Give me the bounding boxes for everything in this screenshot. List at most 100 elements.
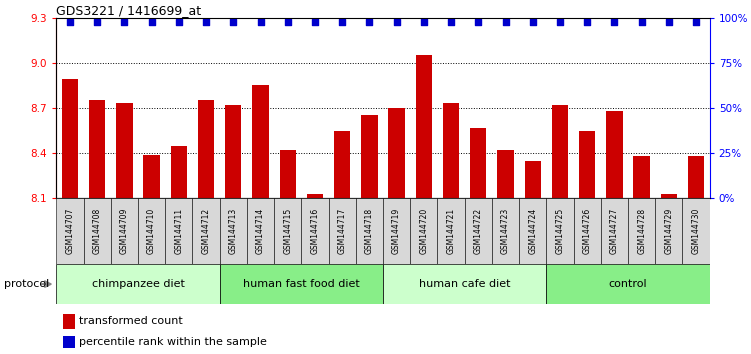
Point	[526, 19, 538, 25]
Bar	[247, 198, 274, 264]
Point	[418, 19, 430, 25]
Bar	[683, 198, 710, 264]
Bar	[328, 198, 356, 264]
Text: GSM144718: GSM144718	[365, 208, 374, 254]
Text: GSM144720: GSM144720	[419, 208, 428, 254]
Text: GSM144709: GSM144709	[120, 208, 129, 254]
Text: GSM144708: GSM144708	[92, 208, 101, 254]
Point	[499, 19, 511, 25]
Bar	[116, 103, 132, 198]
Point	[282, 19, 294, 25]
Bar	[465, 198, 492, 264]
Text: GSM144717: GSM144717	[338, 208, 347, 254]
Point	[64, 19, 76, 25]
Point	[391, 19, 403, 25]
Text: GSM144727: GSM144727	[610, 208, 619, 254]
Text: GSM144721: GSM144721	[447, 208, 456, 254]
Bar	[219, 198, 247, 264]
Bar	[165, 198, 192, 264]
Bar	[552, 105, 568, 198]
Text: GSM144724: GSM144724	[528, 208, 537, 254]
Text: GSM144722: GSM144722	[474, 208, 483, 254]
Bar	[279, 150, 296, 198]
Text: control: control	[609, 279, 647, 289]
Point	[363, 19, 376, 25]
Point	[608, 19, 620, 25]
Bar	[524, 161, 541, 198]
Bar	[83, 198, 111, 264]
Text: GSM144707: GSM144707	[65, 208, 74, 254]
Text: GSM144716: GSM144716	[310, 208, 319, 254]
Text: GSM144726: GSM144726	[583, 208, 592, 254]
Text: GSM144713: GSM144713	[229, 208, 238, 254]
Bar	[62, 79, 78, 198]
Bar	[547, 264, 710, 304]
Bar	[470, 127, 487, 198]
Bar	[56, 198, 83, 264]
Point	[173, 19, 185, 25]
Point	[472, 19, 484, 25]
Bar	[301, 198, 328, 264]
Bar	[443, 103, 459, 198]
Bar	[383, 198, 410, 264]
Text: GSM144715: GSM144715	[283, 208, 292, 254]
Bar	[492, 198, 519, 264]
Point	[663, 19, 675, 25]
Point	[554, 19, 566, 25]
Text: protocol: protocol	[4, 279, 49, 289]
Text: human fast food diet: human fast food diet	[243, 279, 360, 289]
Bar	[661, 194, 677, 198]
Bar	[410, 198, 437, 264]
Bar	[416, 55, 432, 198]
Bar	[547, 198, 574, 264]
Point	[228, 19, 240, 25]
Point	[445, 19, 457, 25]
Bar	[143, 155, 160, 198]
Text: GSM144714: GSM144714	[256, 208, 265, 254]
Point	[146, 19, 158, 25]
Bar	[198, 101, 214, 198]
Text: GSM144719: GSM144719	[392, 208, 401, 254]
Bar	[606, 111, 623, 198]
Point	[336, 19, 348, 25]
Bar	[219, 264, 383, 304]
Bar	[225, 105, 241, 198]
Text: transformed count: transformed count	[79, 316, 183, 326]
Text: GSM144711: GSM144711	[174, 208, 183, 254]
Text: human cafe diet: human cafe diet	[419, 279, 511, 289]
Point	[309, 19, 321, 25]
Point	[255, 19, 267, 25]
Bar	[601, 198, 628, 264]
Text: GSM144712: GSM144712	[201, 208, 210, 254]
Text: GDS3221 / 1416699_at: GDS3221 / 1416699_at	[56, 4, 201, 17]
Text: GSM144729: GSM144729	[665, 208, 674, 254]
Bar	[56, 264, 219, 304]
Bar	[361, 115, 378, 198]
Bar	[497, 150, 514, 198]
Text: percentile rank within the sample: percentile rank within the sample	[79, 337, 267, 347]
Text: GSM144723: GSM144723	[501, 208, 510, 254]
Text: GSM144710: GSM144710	[147, 208, 156, 254]
Point	[91, 19, 103, 25]
Bar	[574, 198, 601, 264]
Bar	[688, 156, 704, 198]
Text: GSM144725: GSM144725	[556, 208, 565, 254]
Bar	[437, 198, 465, 264]
Bar	[633, 156, 650, 198]
Bar	[89, 101, 105, 198]
Bar	[655, 198, 683, 264]
Bar	[170, 145, 187, 198]
Point	[200, 19, 212, 25]
Text: chimpanzee diet: chimpanzee diet	[92, 279, 185, 289]
Point	[690, 19, 702, 25]
Bar	[356, 198, 383, 264]
Bar	[388, 108, 405, 198]
Bar	[306, 194, 323, 198]
Bar	[383, 264, 547, 304]
Bar	[628, 198, 655, 264]
Bar	[138, 198, 165, 264]
Bar	[252, 85, 269, 198]
Bar	[63, 314, 74, 329]
Point	[581, 19, 593, 25]
Bar	[63, 336, 74, 348]
